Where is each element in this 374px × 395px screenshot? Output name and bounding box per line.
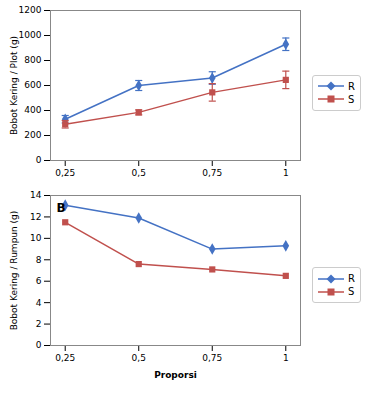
svg-text:0,75: 0,75 bbox=[202, 168, 222, 178]
svg-text:0,25: 0,25 bbox=[55, 353, 75, 363]
svg-text:14: 14 bbox=[30, 190, 42, 200]
svg-text:0: 0 bbox=[36, 155, 42, 165]
svg-text:0,5: 0,5 bbox=[132, 168, 146, 178]
svg-text:8: 8 bbox=[36, 255, 42, 265]
html-text:R: R bbox=[348, 273, 355, 284]
svg-text:0,5: 0,5 bbox=[132, 353, 146, 363]
svg-text:200: 200 bbox=[24, 130, 41, 140]
svg-text:0,75: 0,75 bbox=[202, 353, 222, 363]
svg-text:1: 1 bbox=[283, 353, 289, 363]
svg-text:1000: 1000 bbox=[19, 30, 42, 40]
svg-text:800: 800 bbox=[24, 55, 41, 65]
svg-text:1200: 1200 bbox=[19, 5, 42, 15]
svg-text:Bobot Kering / Rumpun (g): Bobot Kering / Rumpun (g) bbox=[9, 211, 19, 331]
svg-text:4: 4 bbox=[36, 298, 42, 308]
html-text:S: S bbox=[348, 286, 355, 297]
html-text:S: S bbox=[348, 93, 355, 105]
svg-text:Proporsi: Proporsi bbox=[154, 370, 197, 380]
svg-text:6: 6 bbox=[36, 276, 42, 286]
svg-text:B: B bbox=[57, 201, 66, 215]
svg-text:2: 2 bbox=[36, 319, 42, 329]
svg-text:400: 400 bbox=[24, 105, 41, 115]
svg-text:600: 600 bbox=[24, 80, 41, 90]
svg-text:0: 0 bbox=[36, 340, 42, 350]
svg-text:1: 1 bbox=[283, 168, 289, 178]
svg-text:0,25: 0,25 bbox=[55, 168, 75, 178]
svg-text:10: 10 bbox=[30, 233, 42, 243]
html-text:R: R bbox=[348, 80, 355, 92]
svg-text:Bobot Kering / Plot (g): Bobot Kering / Plot (g) bbox=[9, 36, 19, 135]
svg-text:12: 12 bbox=[30, 212, 41, 222]
